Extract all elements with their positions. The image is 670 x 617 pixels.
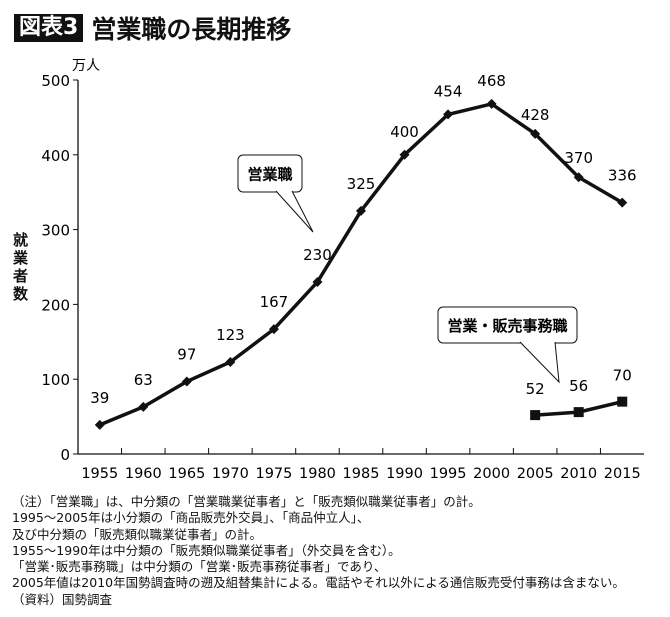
data-point-diamond <box>225 356 236 367</box>
data-point-diamond <box>530 128 541 139</box>
y-tick-label: 100 <box>41 371 70 389</box>
callout-box <box>237 154 303 193</box>
callout-tail <box>275 190 314 233</box>
data-label: 52 <box>526 380 545 398</box>
data-point-diamond <box>268 324 279 335</box>
title-text: 営業職の長期推移 <box>91 15 292 44</box>
data-point-diamond <box>617 197 628 208</box>
x-tick-label: 1980 <box>299 466 336 482</box>
data-label: 56 <box>569 377 588 395</box>
data-label: 325 <box>347 175 376 193</box>
note-line: 及び中分類の「販売類似職業従事者」の計。 <box>12 526 263 542</box>
data-point-diamond <box>138 401 149 412</box>
data-point-diamond <box>399 149 410 160</box>
series-sales: 39 63 97 123 167 230 325 400 454 468 428 370 336 <box>90 72 637 430</box>
y-unit-label: 万人 <box>72 58 100 74</box>
x-tick-label: 2000 <box>473 466 510 482</box>
y-tick-label: 400 <box>41 147 70 165</box>
series-name-label: 営業職 <box>247 166 292 184</box>
data-point-square <box>573 407 584 418</box>
data-label: 97 <box>177 345 196 363</box>
note-line: 1955～1990年は中分類の「販売類似職業従事者」（外交員を含む）。 <box>12 542 401 558</box>
y-tick-label: 500 <box>41 72 70 90</box>
data-point-diamond <box>312 276 323 287</box>
figure-badge: 図表3 <box>14 14 84 42</box>
data-label: 428 <box>521 106 550 124</box>
data-label: 70 <box>613 367 632 385</box>
note-line: 「営業･販売事務職」は中分類の「営業･販売事務従事者」であり、 <box>12 559 387 575</box>
y-tick-label: 0 <box>60 446 70 464</box>
note-line: （資料）国勢調査 <box>12 591 113 607</box>
data-point-diamond <box>486 98 497 109</box>
callout-sales: 営業職 <box>237 154 314 233</box>
x-tick-label: 1970 <box>212 466 249 482</box>
data-label: 167 <box>260 293 289 311</box>
series-name-label: 営業・販売事務職 <box>447 317 567 335</box>
data-point-diamond <box>573 172 584 183</box>
callout-tail <box>519 341 560 384</box>
x-tick-label: 1985 <box>343 466 380 482</box>
x-tick-label: 1975 <box>255 466 292 482</box>
note-line: 1995～2005年は小分類の「商品販売外交員」、「商品仲立人」、 <box>12 510 370 526</box>
data-point-diamond <box>443 109 454 120</box>
x-tick-label: 2005 <box>517 466 554 482</box>
x-tick-label: 1990 <box>386 466 423 482</box>
note-line: 2005年値は2010年国勢調査時の遡及組替集計による。電話やそれ以外による通信… <box>12 575 625 591</box>
data-label: 39 <box>90 389 109 407</box>
data-label: 468 <box>477 72 506 90</box>
callout-box <box>437 306 578 344</box>
data-label: 400 <box>390 123 419 141</box>
data-label: 63 <box>134 371 153 389</box>
notes: （注）「営業職」は、中分類の「営業職業従事者」と「販売類似職業従事者」の計。 19… <box>12 494 625 608</box>
data-label: 230 <box>303 246 332 264</box>
x-tick-label: 1955 <box>81 466 118 482</box>
data-label: 454 <box>434 82 463 100</box>
x-tick-label: 1965 <box>168 466 205 482</box>
callout-sales-office: 営業・販売事務職 <box>437 306 578 384</box>
note-line: （注）「営業職」は、中分類の「営業職業従事者」と「販売類似職業従事者」の計。 <box>12 494 481 509</box>
series-sales-office: 52 56 70 <box>526 367 632 421</box>
y-axis-label: 就業者数 <box>11 232 29 304</box>
data-point-square <box>530 410 541 421</box>
data-point-diamond <box>181 376 192 387</box>
series-line <box>99 102 624 427</box>
x-tick-label: 2015 <box>604 466 641 482</box>
x-tick-label: 1960 <box>125 466 162 482</box>
data-label: 123 <box>216 326 245 344</box>
figure-title: 図表3 営業職の長期推移 <box>14 10 291 46</box>
x-tick-label: 2010 <box>560 466 597 482</box>
data-point-diamond <box>94 419 105 430</box>
data-label: 370 <box>564 149 593 167</box>
data-point-square <box>617 396 628 407</box>
data-point-diamond <box>356 205 366 216</box>
y-tick-label: 200 <box>41 296 70 314</box>
y-tick-label: 300 <box>41 222 70 240</box>
x-tick-label: 1995 <box>430 466 467 482</box>
data-label: 336 <box>608 167 637 185</box>
